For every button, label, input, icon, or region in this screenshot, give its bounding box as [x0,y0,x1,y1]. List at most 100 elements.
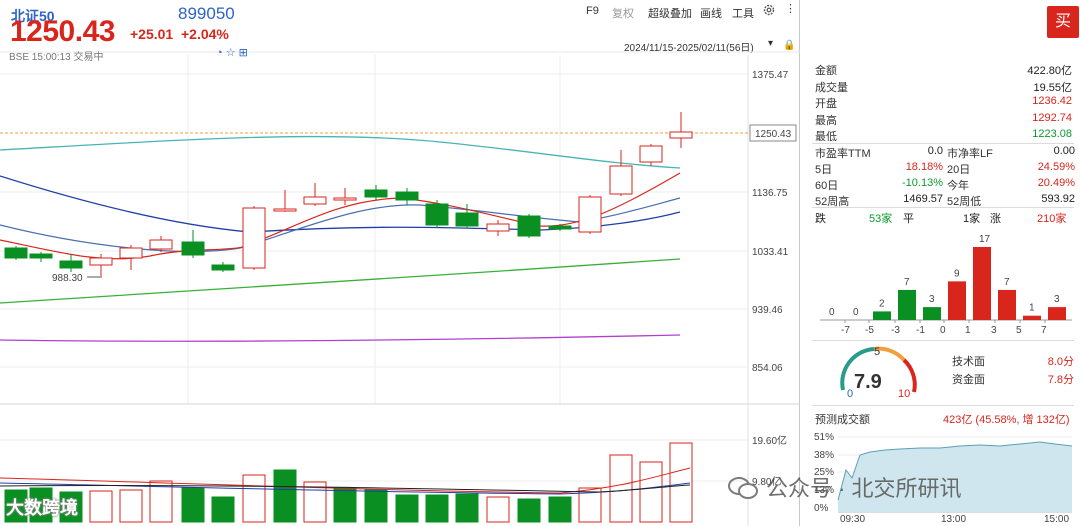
breadth-row: 跌 53家 平 1家 涨 210家 [815,210,1072,226]
candle [333,188,357,205]
candle [364,185,388,200]
distribution-x-tick: -1 [916,325,925,336]
gear-icon[interactable] [762,3,776,17]
quote-row: 最高 1292.74 [815,111,1072,127]
watermark-left: 大数跨境 [6,498,78,518]
intraday-y-tick: 38% [814,450,834,461]
distribution-x-tick: 5 [1016,325,1022,336]
forecast-label: 预测成交额 [815,414,870,426]
candle [639,144,663,166]
vol-tick-label: 9.80亿 [752,475,781,488]
distribution-count-label: 0 [829,307,835,318]
super-overlay-button[interactable]: 超级叠加 [648,8,692,20]
distribution-bar [973,247,991,320]
volume-bar [639,461,663,523]
volume-bar [395,494,419,523]
adjust-price-button[interactable]: 复权 [612,8,634,20]
distribution-bar [898,289,916,320]
volume-bar [89,490,113,523]
distribution-x-tick: 3 [991,325,997,336]
candle [4,246,28,260]
quote-row: 最低 1223.08 [815,128,1072,143]
distribution-bar [948,281,966,320]
draw-line-button[interactable]: 画线 [700,8,722,20]
f9-button[interactable]: F9 [586,5,599,17]
rise-label: 涨 [990,213,1001,225]
intraday-y-tick: 51% [814,432,834,443]
volume-bar [211,496,235,523]
tech-score-row: 技术面 8.0分 [952,356,1074,368]
candle [273,190,297,212]
kline-chart-panel[interactable]: F9 复权 超级叠加 画线 工具 ⋮ 2024/11/15-2025/02/11… [0,0,800,526]
volume-bar [303,481,327,523]
candle [517,214,541,238]
quote-stat: 今年 20.49% [947,177,1075,192]
price-chart[interactable]: 1375.47 1136.75 1033.41 939.46 854.06 12… [0,0,800,420]
candle [395,188,419,205]
market-status: BSE 15:00:13 交易中 [9,52,104,63]
candle [89,254,113,276]
change-pct: +2.04% [181,26,229,42]
distribution-x-tick: 7 [1041,325,1047,336]
volume-bar [119,489,143,523]
candle [211,262,235,272]
quote-stat: 52周低 593.92 [947,193,1075,208]
flat-count: 1家 [963,213,981,225]
intraday-y-tick: 0% [814,503,829,514]
y-tick-label: 1136.75 [752,188,788,199]
buy-button[interactable]: 买 [1047,6,1079,38]
chevron-down-icon[interactable]: ▾ [768,38,774,49]
candle [425,200,449,228]
distribution-x-tick: -3 [891,325,900,336]
quote-stat: 52周高 1469.57 [815,193,943,208]
quote-stat: 20日 24.59% [947,161,1075,176]
change-value: +25.01 [130,26,174,42]
candle [181,230,205,258]
candle [119,245,143,270]
fund-score-row: 资金面 7.8分 [952,374,1074,386]
distribution-x-tick: -7 [841,325,850,336]
distribution-count-label: 3 [929,294,935,305]
index-name: 北证50 [11,8,55,24]
volume-bar [333,487,357,523]
volume-chart[interactable]: 19.60亿 9.80亿 [0,0,800,526]
vol-tick-label: 19.60亿 [752,434,787,447]
ma120-line [0,258,681,304]
volume-bar [609,454,633,523]
quote-row: 成交量 19.55亿 [815,81,1072,94]
tools-button[interactable]: 工具 [732,8,754,20]
distribution-bar [998,289,1016,320]
distribution-count-label: 0 [853,307,859,318]
quote-stat: 市净率LF 0.00 [947,145,1075,160]
candle [242,206,266,270]
watermark-right: 公众号 · 北交所研讯 [728,471,962,503]
index-code: 899050 [178,4,235,23]
volume-bar [669,442,693,523]
distribution-x-tick: 0 [940,325,946,336]
candle [303,183,327,206]
candle [486,220,510,236]
quote-stat: 5日 18.18% [815,161,943,176]
low-annotation-label: 988.30 [52,273,83,284]
lock-icon[interactable]: 🔒 [783,40,796,51]
candle [548,224,572,231]
distribution-bar [1048,307,1066,320]
intraday-x-tick: 09:30 [840,514,865,525]
gauge-max: 10 [898,388,911,400]
last-price: 1250.43 [10,15,115,48]
vol-ma20-line [0,484,691,493]
ma250-line [0,334,681,342]
quote-row: 金额 422.80亿 [815,65,1072,77]
date-range-label[interactable]: 2024/11/15-2025/02/11(56日) [624,43,754,54]
forecast-value: 423亿 (45.58%, 增 132亿) [943,414,1070,426]
candle [29,252,53,262]
more-options-icon[interactable]: ⋮ [785,3,796,15]
quote-action-icons[interactable]: ◔ ☆ ⊞ [216,47,248,59]
distribution-bar [873,311,891,320]
candle [609,150,633,196]
candle [59,254,83,272]
candle [149,236,173,252]
distribution-x-tick: -5 [865,325,874,336]
distribution-count-label: 1 [1029,303,1035,314]
ma5-line [0,172,681,260]
